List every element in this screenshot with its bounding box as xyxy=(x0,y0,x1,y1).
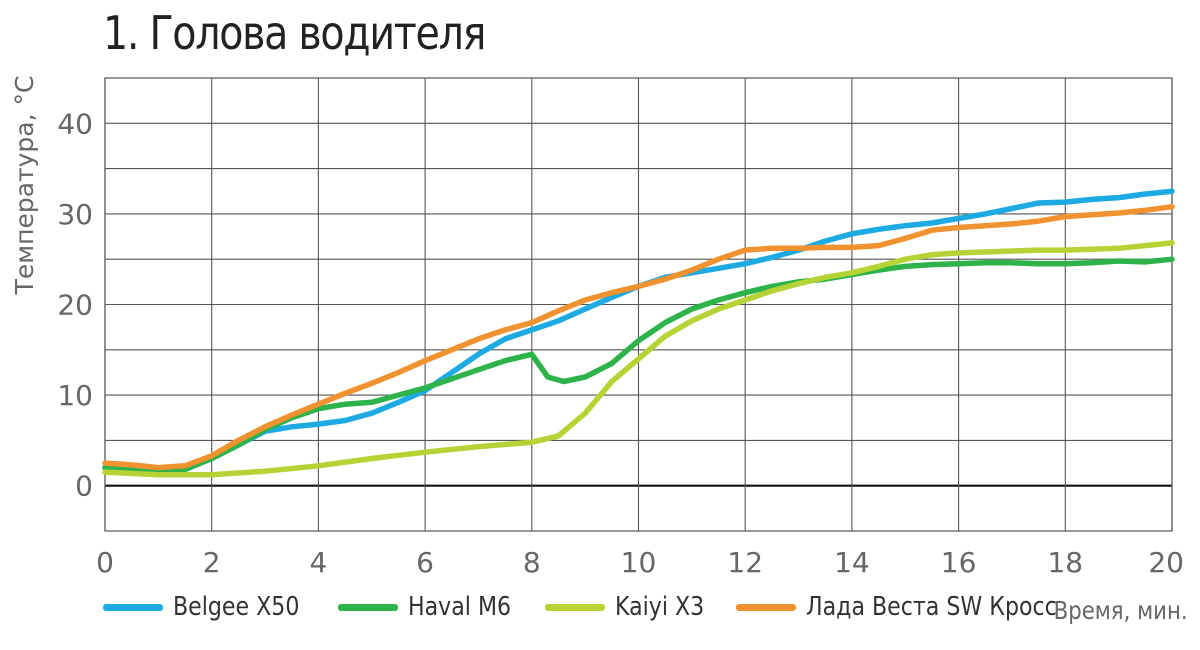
x-tick-label: 6 xyxy=(416,546,434,579)
grid xyxy=(104,77,1173,532)
legend-swatch xyxy=(103,603,163,611)
legend-item-haval: Haval M6 xyxy=(337,592,529,622)
y-tick-label: 10 xyxy=(57,379,93,412)
x-tick-label: 4 xyxy=(309,546,327,579)
plot-frame xyxy=(104,77,1173,532)
x-tick-label: 16 xyxy=(941,546,977,579)
legend-item-lada: Лада Веста SW Кросс xyxy=(735,592,1101,622)
legend-swatch xyxy=(735,603,796,611)
legend-label: Лада Веста SW Кросс xyxy=(805,592,1057,622)
legend: Belgee X50 Haval M6 Kaiyi X3 Лада Веста … xyxy=(103,592,1117,622)
x-tick-label: 2 xyxy=(203,546,221,579)
y-tick-label: 40 xyxy=(57,107,93,140)
series-line-lada-vesta xyxy=(102,203,1175,471)
y-axis-label: Температура, °С xyxy=(10,76,39,296)
chart-title: 1. Голова водителя xyxy=(103,6,486,60)
x-tick-label: 0 xyxy=(96,546,114,579)
legend-label: Kaiyi X3 xyxy=(614,592,705,622)
legend-swatch xyxy=(337,603,398,611)
tick-labels: 0 10 20 30 40 0 2 4 6 8 10 12 14 16 18 20 xyxy=(57,107,1184,579)
legend-item-belgee: Belgee X50 xyxy=(103,592,322,622)
x-tick-label: 12 xyxy=(727,546,763,579)
x-tick-label: 8 xyxy=(523,546,541,579)
legend-swatch xyxy=(544,603,605,611)
x-tick-label: 18 xyxy=(1047,546,1083,579)
legend-label: Haval M6 xyxy=(407,592,511,622)
y-tick-label: 0 xyxy=(75,470,93,503)
legend-item-kaiyi: Kaiyi X3 xyxy=(544,592,720,622)
x-tick-label: 14 xyxy=(834,546,870,579)
legend-label: Belgee X50 xyxy=(173,592,300,622)
y-tick-label: 30 xyxy=(57,198,93,231)
y-tick-label: 20 xyxy=(57,289,93,322)
series-lines xyxy=(102,188,1175,478)
x-axis-label: Время, мин. xyxy=(1054,596,1188,625)
x-tick-label: 10 xyxy=(621,546,657,579)
series-line-kaiyi-x3 xyxy=(102,240,1175,478)
x-tick-label: 20 xyxy=(1148,546,1184,579)
